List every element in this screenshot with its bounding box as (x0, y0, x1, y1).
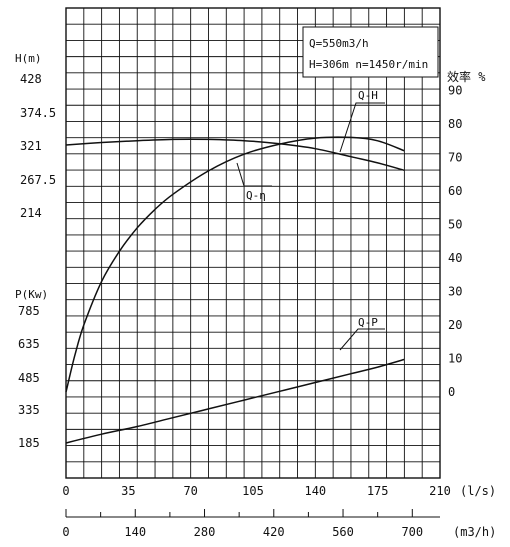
annotation-line-1: Q=550m3/h (309, 37, 369, 50)
head-tick-label: 321 (20, 139, 42, 153)
series-q-eta-curve (65, 136, 405, 393)
x-axis-ls-unit: (l/s) (460, 484, 496, 498)
series-q-h-curve (65, 138, 405, 172)
plot-frame (65, 7, 441, 479)
x-axis-m3h-tick-label: 420 (263, 525, 285, 539)
chart-series (65, 136, 405, 444)
x-axis-ls-tick-label: 210 (429, 484, 451, 498)
x-axis-m3h-ticks: 0 140 280 420 560 700 (62, 509, 423, 539)
head-tick-label: 267.5 (20, 173, 56, 187)
annotation-box (302, 26, 439, 78)
power-tick-label: 635 (18, 337, 40, 351)
efficiency-tick-label: 40 (448, 251, 462, 265)
x-axis-m3h-tick-label: 140 (124, 525, 146, 539)
efficiency-tick-label: 60 (448, 184, 462, 198)
annotation-line-2: H=306m n=1450r/min (309, 58, 428, 71)
power-tick-label: 335 (18, 403, 40, 417)
q-p-leader-line (339, 328, 385, 351)
efficiency-tick-label: 70 (448, 151, 462, 165)
power-axis-label: P(Kw) (15, 288, 48, 301)
power-tick-label: 485 (18, 371, 40, 385)
q-h-label: Q-H (358, 89, 378, 102)
efficiency-tick-label: 20 (448, 318, 462, 332)
x-axis-ls-tick-label: 70 (183, 484, 197, 498)
power-tick-label: 785 (18, 304, 40, 318)
efficiency-tick-label: 0 (448, 385, 455, 399)
x-axis-ls-tick-label: 0 (62, 484, 69, 498)
q-p-label: Q-P (358, 316, 378, 329)
head-axis-ticks: 428 374.5 321 267.5 214 (20, 72, 56, 220)
head-tick-label: 374.5 (20, 106, 56, 120)
efficiency-axis-ticks: 90 80 70 60 50 40 30 20 10 0 (448, 84, 462, 400)
x-axis-ls-tick-label: 105 (242, 484, 264, 498)
efficiency-tick-label: 10 (448, 352, 462, 366)
head-tick-label: 428 (20, 72, 42, 86)
x-axis-ls-tick-label: 140 (304, 484, 326, 498)
x-axis-m3h-tick-label: 560 (332, 525, 354, 539)
x-axis-m3h-tick-label: 280 (194, 525, 216, 539)
head-tick-label: 214 (20, 206, 42, 220)
efficiency-tick-label: 90 (448, 84, 462, 98)
efficiency-tick-label: 80 (448, 117, 462, 131)
power-tick-label: 185 (18, 436, 40, 450)
efficiency-tick-label: 30 (448, 285, 462, 299)
q-eta-label: Q-η (246, 189, 266, 202)
x-axis-m3h-tick-label: 700 (401, 525, 423, 539)
x-axis-m3h-tick-label: 0 (62, 525, 69, 539)
q-eta-leader-line (236, 162, 272, 187)
x-axis-ls-tick-label: 35 (121, 484, 135, 498)
power-axis-ticks: 785 635 485 335 185 (18, 304, 40, 450)
head-axis-label: H(m) (15, 52, 42, 65)
series-q-p-curve (65, 358, 405, 444)
q-h-leader-line (339, 102, 385, 153)
x-axis-ls-ticks: 0 35 70 105 140 175 210 (62, 484, 450, 498)
efficiency-axis-label: 效率 % (447, 69, 486, 84)
efficiency-tick-label: 50 (448, 218, 462, 232)
x-axis-m3h-unit: (m3/h) (453, 525, 496, 539)
x-axis-ls-tick-label: 175 (367, 484, 389, 498)
